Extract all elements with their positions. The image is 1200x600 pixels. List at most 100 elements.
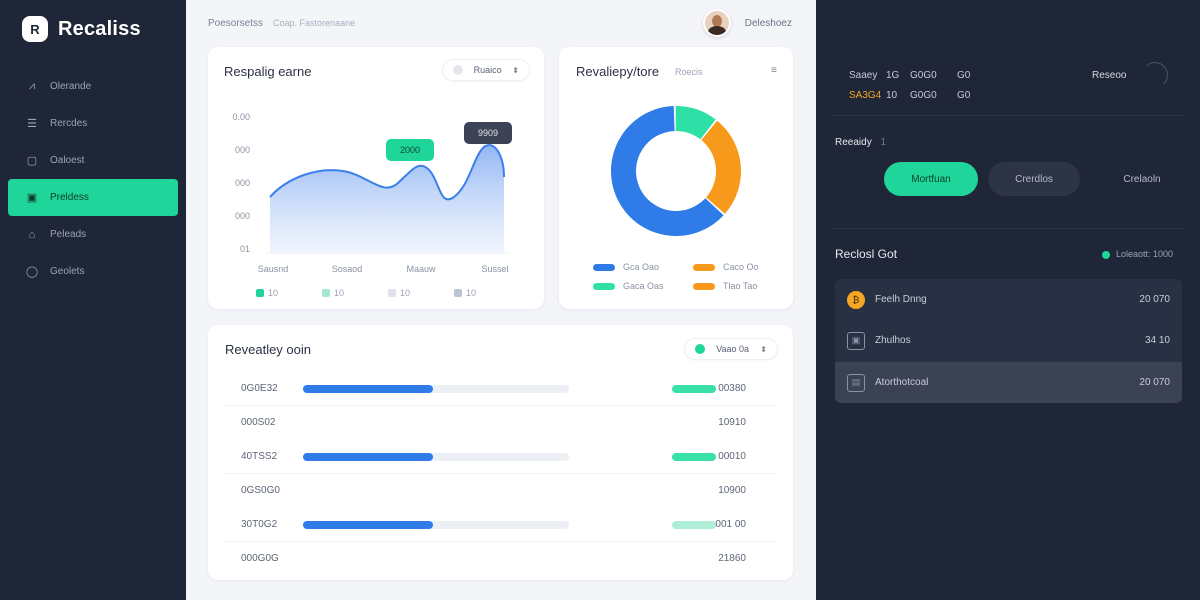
donut-slice-orange[interactable] (701, 120, 741, 214)
legend-swatch (693, 263, 715, 271)
asset-list: ₿ Feelh Dnng 20 070 ▣ Zhulhos 34 10 ▤ Atorthotc… (835, 279, 1182, 403)
segment-crelaoln[interactable]: Crelaoln (1123, 173, 1161, 185)
legend-item[interactable]: 10 (454, 288, 476, 298)
legend-label: Caco Oo (723, 262, 759, 272)
sidebar-item-rercdes[interactable]: ☰ Rercdes (8, 105, 178, 142)
x-tick-label: Sussel (481, 264, 509, 274)
list-status: Loleaott: 1000 (1116, 249, 1174, 259)
legend-label: Gaca Oas (623, 281, 664, 291)
summary-cell: G0 (957, 70, 971, 81)
legend-item[interactable]: 10 (256, 288, 278, 298)
legend-swatch (388, 289, 396, 297)
progress-row-label: 30T0G2 (241, 519, 278, 530)
y-tick-label: 01 (239, 244, 250, 254)
y-tick-label: 000 (234, 145, 250, 155)
progress-row-label: 0GS0G0 (241, 485, 280, 496)
sidebar-item-preldess[interactable]: ▣ Preldess (8, 179, 178, 216)
progress-track (303, 453, 569, 461)
legend-item[interactable]: 10 (388, 288, 410, 298)
asset-list-item[interactable]: ▣ Zhulhos 34 10 (835, 320, 1182, 361)
donut-legend-item[interactable]: Gca Oao (593, 262, 659, 272)
sidebar: R Recaliss ⩘ Olerande ☰ Rercdes ▢ Oaloest ▣ Pre… (0, 0, 186, 600)
select-label: Vaao 0a (716, 344, 750, 354)
area-tag-dark: 9909 (464, 122, 512, 144)
legend-swatch (322, 289, 330, 297)
legend-swatch (593, 263, 615, 271)
asset-list-item[interactable]: ▤ Atorthotcoal 20 070 (835, 362, 1182, 403)
area-fill (270, 145, 504, 253)
divider (834, 228, 1182, 229)
summary-cell: G0G0 (910, 70, 937, 81)
inbox-icon: ⌂ (28, 228, 36, 241)
breadcrumb-sub[interactable]: Coap. Fastorenaane (273, 18, 356, 28)
asset-name: Atorthotcoal (875, 377, 929, 388)
area-chart-period-select[interactable]: Ruaico ⬍ (442, 59, 530, 81)
list-title: Reclosl Got (835, 247, 898, 261)
user-profile[interactable]: Deleshoez (702, 9, 792, 37)
progress-row-label: 40TSS2 (241, 451, 278, 462)
image-icon: ▣ (847, 331, 865, 350)
progress-card-title: Reveatley ooin (225, 342, 311, 357)
donut-slice-green[interactable] (675, 106, 716, 140)
sidebar-item-geolets[interactable]: ◯ Geolets (8, 253, 178, 290)
progress-fill (303, 521, 434, 529)
progress-chip (672, 521, 716, 529)
progress-fill (303, 385, 434, 393)
donut-chart-card: Revaliepy/tore Roecis ≡ Gca Oao Caco Oo Ga… (559, 47, 793, 309)
summary-cell: G0G0 (910, 90, 937, 101)
sidebar-item-peleads[interactable]: ⌂ Peleads (8, 216, 178, 253)
asset-value: 20 070 (1139, 294, 1170, 305)
progress-chip (672, 385, 716, 393)
status-dot-icon (1102, 251, 1110, 259)
segment-mortfuan[interactable]: Mortfuan (884, 162, 978, 196)
sidebar-item-label: Olerande (50, 81, 92, 92)
progress-row-value: 10900 (718, 485, 746, 496)
progress-row-value: 10910 (718, 417, 746, 428)
legend-label: 10 (466, 288, 477, 298)
folder-icon: ▢ (26, 155, 38, 167)
progress-row-value: 001 00 (715, 519, 746, 530)
area-chart-title: Respalig earne (224, 64, 312, 79)
progress-row-label: 0G0E32 (241, 383, 278, 394)
progress-chip (672, 453, 716, 461)
select-dot-icon (695, 344, 705, 354)
breadcrumb-title[interactable]: Poesorsetss (208, 18, 264, 29)
summary-cell: 10 (886, 90, 898, 101)
summary-label: Reseoo (1092, 70, 1127, 81)
legend-label: 10 (334, 288, 345, 298)
circle-icon: ◯ (25, 266, 39, 278)
legend-item[interactable]: 10 (322, 288, 344, 298)
select-label: Ruaico (473, 65, 502, 75)
breadcrumb: Poesorsetss Coap. Fastorenaane (208, 18, 355, 29)
donut-legend-item[interactable]: Tlao Tao (693, 281, 757, 291)
progress-row-label: 000G0G (241, 553, 279, 564)
progress-track (303, 521, 569, 529)
sidebar-item-olerande[interactable]: ⩘ Olerande (8, 68, 178, 105)
sidebar-item-label: Rercdes (50, 118, 88, 129)
segment-crerdlos[interactable]: Crerdlos (988, 162, 1080, 196)
legend-label: 10 (268, 288, 279, 298)
divider (834, 115, 1182, 116)
refresh-icon[interactable] (1142, 62, 1168, 88)
asset-list-item[interactable]: ₿ Feelh Dnng 20 070 (835, 279, 1182, 320)
progress-row-label: 000S02 (241, 417, 276, 428)
donut-slice-blue[interactable] (611, 106, 724, 236)
legend-label: Tlao Tao (723, 281, 758, 291)
summary-cell: Saaey (849, 70, 878, 81)
menu-icon[interactable]: ≡ (771, 65, 777, 76)
list-icon: ☰ (27, 118, 37, 130)
sidebar-item-oaloest[interactable]: ▢ Oaloest (8, 142, 178, 179)
donut-legend-item[interactable]: Caco Oo (693, 262, 759, 272)
app-logo[interactable]: R Recaliss (22, 16, 141, 42)
legend-label: 10 (400, 288, 411, 298)
y-tick-label: 000 (234, 211, 250, 221)
sidebar-item-label: Geolets (50, 266, 85, 277)
y-tick-label: 000 (234, 178, 250, 188)
progress-period-select[interactable]: Vaao 0a ⬍ (684, 338, 778, 360)
donut-chart-subtitle: Roecis (675, 67, 703, 77)
avatar[interactable] (702, 9, 731, 37)
donut-legend-item[interactable]: Gaca Oas (593, 281, 664, 291)
section-title: Reeaidy 1 (835, 137, 887, 148)
progress-row-value: 00380 (718, 383, 746, 394)
row-divider (224, 405, 777, 406)
